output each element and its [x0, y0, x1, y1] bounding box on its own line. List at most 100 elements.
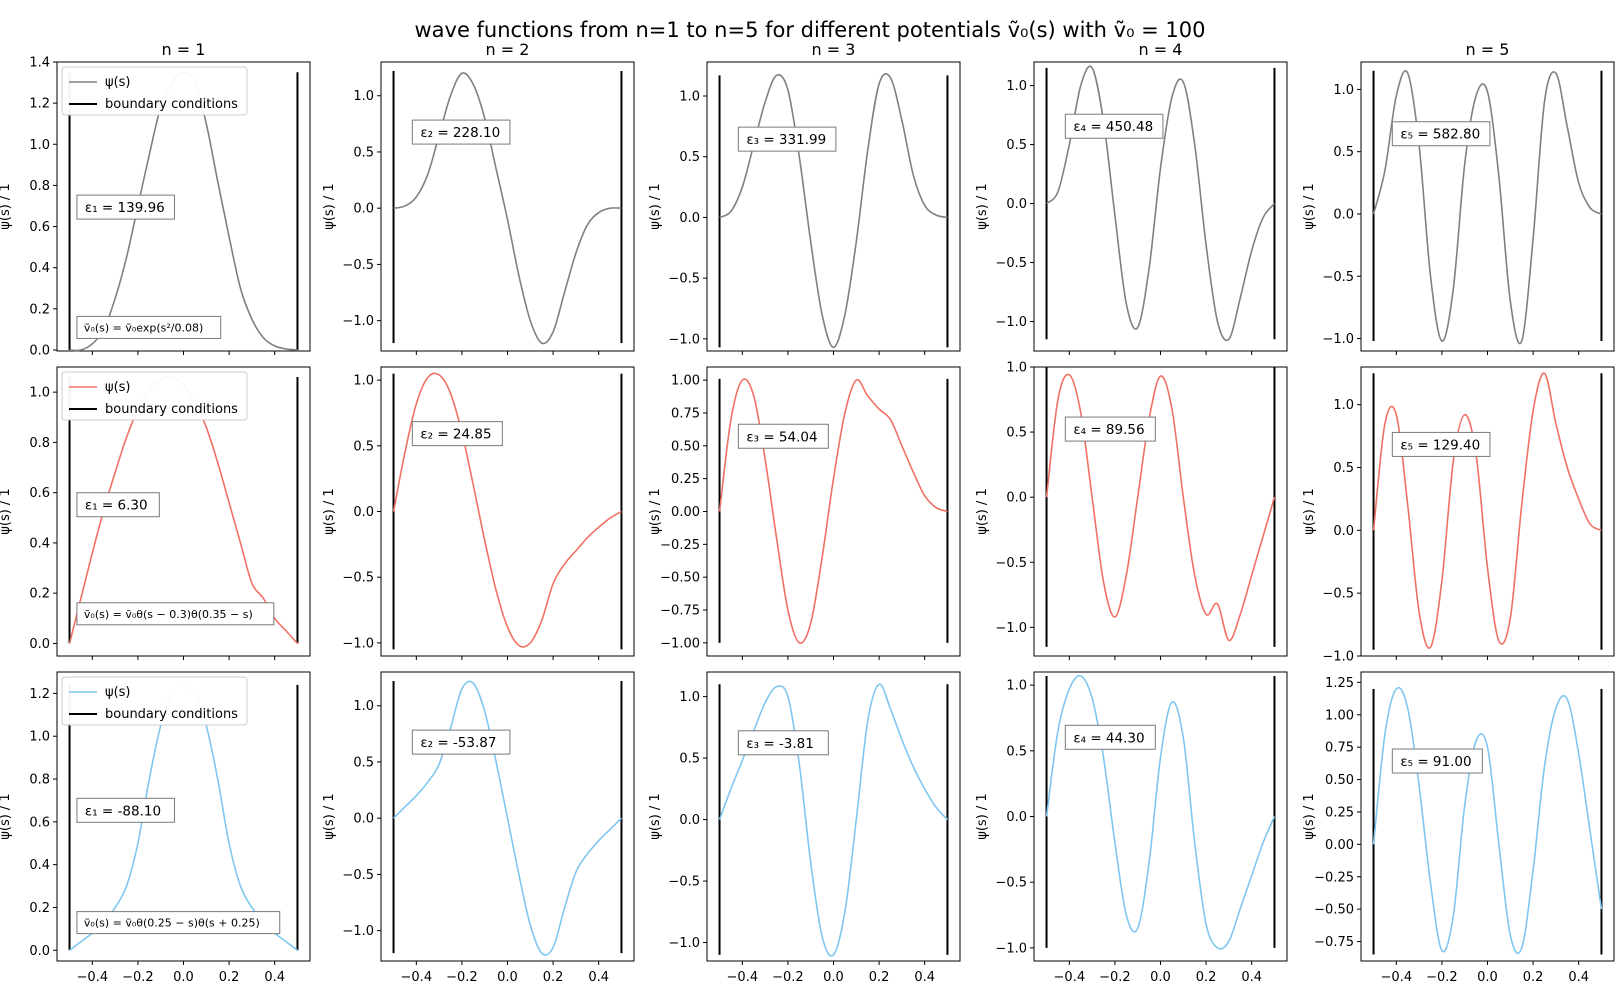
x-tick-label: 0.4: [914, 970, 935, 985]
y-tick-label: 1.0: [1006, 361, 1027, 376]
x-tick-label: −0.4: [1054, 970, 1086, 985]
y-tick-label: 0.5: [1006, 138, 1027, 153]
y-tick-label: 0.5: [1006, 744, 1027, 759]
x-tick-label: −0.4: [727, 970, 759, 985]
panel-3-5: −0.75 −0.50 −0.25 0.00 0.25 0.50 0.75 1.00 1.25 −…: [1302, 671, 1615, 985]
y-tick-label: 1.0: [679, 90, 700, 105]
y-tick-label: −1.00: [660, 636, 700, 651]
panel-title: n = 5: [1466, 40, 1510, 59]
y-tick-label: 0.0: [353, 812, 374, 827]
energy-annotation: ε₃ = -3.81: [737, 730, 829, 756]
axes-frame: [1033, 671, 1288, 962]
series-line-psi: [393, 72, 622, 345]
y-tick-label: 0.0: [1333, 207, 1354, 222]
y-axis-label: ψ(s) / 1: [1302, 793, 1317, 839]
axes-frame: [1360, 61, 1615, 352]
y-axis-label: ψ(s) / 1: [648, 793, 663, 839]
y-tick-label: 0.0: [1333, 524, 1354, 539]
energy-label: ε₁ = 6.30: [85, 498, 148, 514]
legend: ψ(s) boundary conditions: [61, 371, 248, 421]
y-tick-label: 0.00: [1325, 838, 1354, 853]
y-tick-label: 0.5: [1333, 145, 1354, 160]
x-tick-label: −0.2: [772, 970, 804, 985]
y-tick-label: 0.0: [29, 343, 50, 358]
panel-2-4: −1.0 −0.5 0.0 0.5 1.0 ψ(s) / 1 ε₄ = 89.56: [975, 361, 1288, 660]
y-tick-label: 1.2: [29, 97, 50, 112]
y-tick-label: 0.50: [671, 439, 700, 454]
y-tick-label: −0.5: [668, 875, 700, 890]
panel-1-2: n = 2 −1.0 −0.5 0.0 0.5 1.0 ψ(s) / 1 ε₂ = 228.1…: [322, 40, 635, 355]
energy-box: [737, 423, 829, 449]
y-tick-label: 0.75: [1325, 741, 1354, 756]
panel-3-3: −1.0 −0.5 0.0 0.5 1.0 −0.4 −0.2 0.0 0.2 0.4 ψ(s) /…: [648, 671, 961, 985]
energy-annotation: ε₃ = 331.99: [737, 126, 837, 152]
panel-2-3: −1.00 −0.75 −0.50 −0.25 0.00 0.25 0.50 0.75 1.00…: [648, 366, 961, 660]
energy-label: ε₅ = 91.00: [1400, 754, 1471, 770]
y-tick-label: 0.6: [29, 486, 50, 501]
panel-2-5: −1.0 −0.5 0.0 0.5 1.0 ψ(s) / 1 ε₅ = 129.40: [1302, 366, 1615, 665]
x-tick-label: 0.0: [497, 970, 518, 985]
panel-2-2: −1.0 −0.5 0.0 0.5 1.0 ψ(s) / 1 ε₂ = 24.85: [322, 366, 635, 660]
panels: n = 1 0.0 0.2 0.4 0.6 0.8 1.0 1.2 1.4 ψ(s) / 1 ε₁ …: [0, 40, 1615, 985]
y-tick-label: −1.0: [1322, 650, 1354, 665]
y-tick-label: 0.50: [1325, 773, 1354, 788]
legend-box: [61, 66, 248, 116]
energy-annotation: ε₅ = 129.40: [1391, 431, 1491, 457]
y-tick-label: −0.5: [342, 868, 374, 883]
potential-box: [76, 315, 222, 339]
legend-box: [61, 676, 248, 726]
energy-box: [76, 797, 176, 823]
energy-label: ε₄ = 450.48: [1073, 119, 1153, 135]
y-tick-label: 1.0: [1006, 679, 1027, 694]
y-tick-label: 0.0: [1006, 197, 1027, 212]
y-tick-label: 0.6: [29, 815, 50, 830]
y-tick-label: −0.5: [995, 256, 1027, 271]
y-tick-label: 1.00: [1325, 708, 1354, 723]
legend: ψ(s) boundary conditions: [61, 66, 248, 116]
y-axis-label: ψ(s) / 1: [0, 793, 13, 839]
energy-label: ε₃ = 331.99: [746, 132, 826, 148]
series-line-psi: [1045, 674, 1276, 950]
x-tick-label: 0.2: [219, 970, 240, 985]
y-tick-label: −0.25: [660, 538, 700, 553]
y-tick-label: 1.4: [29, 56, 50, 71]
energy-annotation: ε₂ = -53.87: [411, 729, 511, 755]
energy-label: ε₄ = 44.30: [1073, 730, 1144, 746]
y-tick-label: 0.5: [679, 752, 700, 767]
legend-label-boundary: boundary conditions: [105, 97, 238, 112]
energy-annotation: ε₃ = 54.04: [737, 423, 829, 449]
energy-box: [737, 730, 829, 756]
y-tick-label: 0.0: [353, 202, 374, 217]
panel-title: n = 3: [812, 40, 856, 59]
y-tick-label: 0.5: [1006, 426, 1027, 441]
energy-label: ε₂ = 24.85: [420, 427, 491, 443]
energy-annotation: ε₂ = 228.10: [411, 119, 511, 145]
y-tick-label: 1.0: [1333, 83, 1354, 98]
series-line-psi: [719, 73, 948, 349]
y-tick-label: 0.0: [29, 944, 50, 959]
y-tick-label: 0.5: [353, 755, 374, 770]
legend: ψ(s) boundary conditions: [61, 676, 248, 726]
x-tick-label: 0.2: [869, 970, 890, 985]
y-axis-label: ψ(s) / 1: [975, 793, 990, 839]
x-tick-label: −0.2: [122, 970, 154, 985]
energy-box: [411, 119, 511, 145]
series-line-psi: [392, 372, 622, 648]
axes-frame: [706, 61, 961, 352]
y-tick-label: 0.8: [29, 179, 50, 194]
y-tick-label: 1.0: [353, 374, 374, 389]
x-tick-label: −0.4: [401, 970, 433, 985]
y-tick-label: 1.25: [1325, 676, 1354, 691]
y-tick-label: 1.0: [29, 386, 50, 401]
x-tick-label: 0.2: [1523, 970, 1544, 985]
y-tick-label: 0.5: [679, 150, 700, 165]
y-tick-label: 0.0: [1006, 810, 1027, 825]
x-tick-label: 0.0: [823, 970, 844, 985]
y-tick-label: 0.25: [1325, 805, 1354, 820]
legend-label-boundary: boundary conditions: [105, 402, 238, 417]
x-tick-label: 0.4: [588, 970, 609, 985]
x-tick-label: 0.2: [1196, 970, 1217, 985]
energy-annotation: ε₅ = 91.00: [1391, 748, 1483, 774]
series-line-psi: [1045, 65, 1276, 342]
energy-label: ε₁ = 139.96: [85, 200, 165, 216]
